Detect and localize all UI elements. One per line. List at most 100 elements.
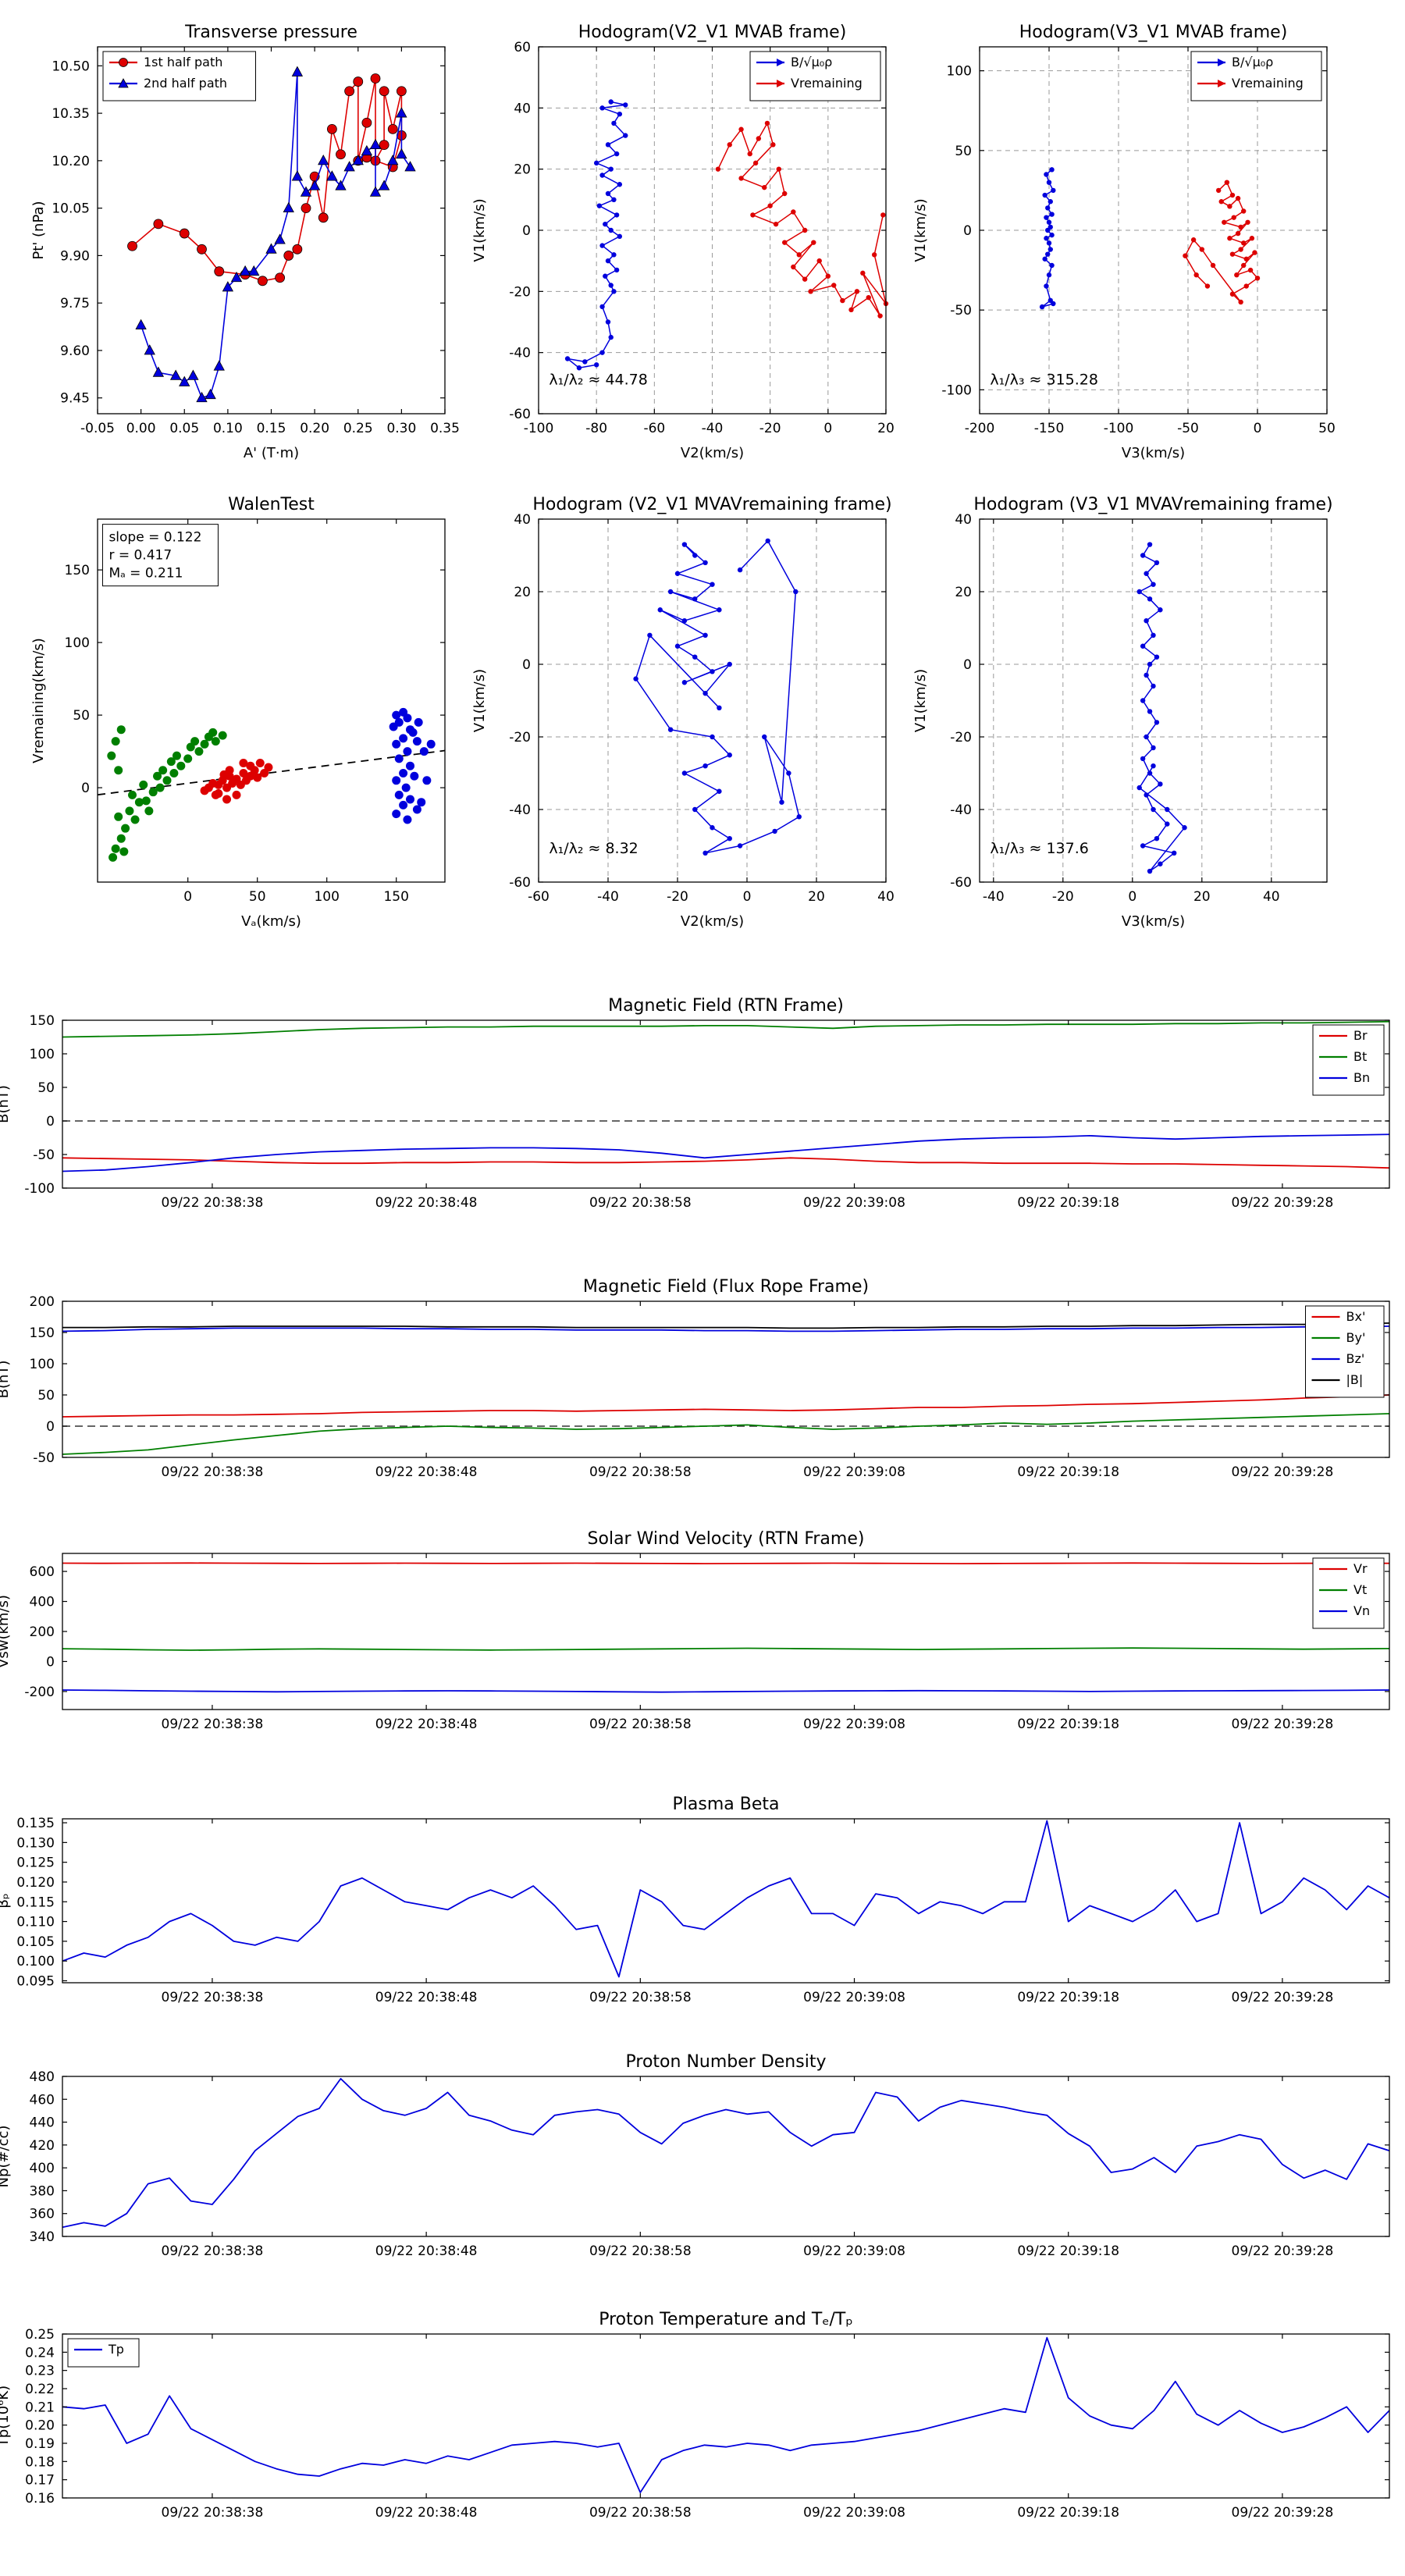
marker xyxy=(657,607,663,613)
y-axis-label: Pt' (nPa) xyxy=(30,201,47,259)
marker xyxy=(370,73,381,84)
marker xyxy=(134,798,144,807)
y-axis-label: V1(km/s) xyxy=(471,198,488,262)
y-tick-label: 0.24 xyxy=(25,2345,55,2361)
y-tick-label: -60 xyxy=(509,875,531,891)
x-tick-label: 09/22 20:39:28 xyxy=(1232,1195,1334,1211)
y-tick-label: 0.23 xyxy=(25,2364,55,2379)
marker xyxy=(308,180,321,190)
chart-title: WalenTest xyxy=(228,495,315,514)
marker xyxy=(108,852,118,862)
marker xyxy=(335,180,347,190)
series-points-second-half xyxy=(389,707,436,824)
marker xyxy=(222,795,232,804)
x-tick-label: 09/22 20:39:18 xyxy=(1017,2243,1119,2259)
marker xyxy=(119,847,129,856)
legend-label: Bx' xyxy=(1346,1309,1366,1324)
series-line xyxy=(62,1157,1390,1169)
marker xyxy=(1245,219,1250,225)
marker xyxy=(614,151,620,157)
legend: B/√μ₀ρ Vremaining xyxy=(749,51,881,101)
y-tick-label: 0.19 xyxy=(25,2436,55,2452)
series-bn xyxy=(62,1133,1390,1172)
x-axis-label: V2(km/s) xyxy=(681,913,744,930)
marker xyxy=(253,773,262,782)
marker xyxy=(1039,304,1045,310)
marker xyxy=(623,102,628,108)
annotation-text: slope = 0.122 xyxy=(108,530,201,546)
marker xyxy=(1049,262,1055,269)
marker xyxy=(326,123,337,134)
marker xyxy=(599,105,605,111)
marker xyxy=(1044,283,1049,289)
x-tick-label: -100 xyxy=(524,421,554,436)
plot-frame xyxy=(97,46,446,415)
marker xyxy=(772,828,777,834)
x-tick-label: 09/22 20:39:08 xyxy=(803,2243,905,2259)
legend-box xyxy=(67,2338,140,2368)
marker xyxy=(796,252,802,258)
x-tick-label: 09/22 20:38:58 xyxy=(589,1464,692,1480)
marker xyxy=(710,582,715,587)
marker xyxy=(611,252,617,258)
marker xyxy=(1235,195,1241,201)
marker xyxy=(1044,236,1049,241)
legend-label: Vremaining xyxy=(1232,76,1304,91)
marker xyxy=(605,258,611,264)
marker xyxy=(392,809,401,819)
marker xyxy=(1222,219,1227,225)
marker xyxy=(1193,272,1199,278)
legend: 1st half path 2nd half path xyxy=(102,51,256,101)
x-tick-label: 50 xyxy=(1318,421,1336,436)
marker xyxy=(802,227,808,233)
marker xyxy=(404,161,416,172)
annotation-text: λ₁/λ₂ ≈ 8.32 xyxy=(549,840,638,857)
marker xyxy=(737,567,743,573)
marker xyxy=(1183,253,1188,258)
marker xyxy=(727,753,732,758)
marker xyxy=(301,203,311,214)
y-axis-label: V1(km/s) xyxy=(471,669,488,732)
marker xyxy=(880,212,886,218)
marker xyxy=(727,142,732,148)
marker xyxy=(1144,618,1149,624)
series-tp xyxy=(62,2336,1390,2493)
marker xyxy=(139,780,148,789)
series-line xyxy=(62,1820,1390,1978)
marker xyxy=(1051,187,1056,194)
marker xyxy=(762,734,767,740)
y-tick-label: 0 xyxy=(46,1114,55,1130)
y-tick-label: -20 xyxy=(509,730,531,745)
marker xyxy=(1154,560,1160,565)
marker xyxy=(153,771,162,781)
series-v-remaining xyxy=(1183,180,1261,305)
y-axis-label: Np(#/cc) xyxy=(0,2126,12,2188)
marker xyxy=(717,788,722,794)
marker xyxy=(1247,267,1254,273)
marker xyxy=(808,289,813,294)
y-tick-label: 50 xyxy=(73,708,90,724)
y-tick-label: 9.75 xyxy=(60,296,90,311)
marker xyxy=(564,356,571,361)
marker xyxy=(148,788,158,797)
chart-mag-rtn: 09/22 20:38:38 09/22 20:38:48 09/22 20:38:… xyxy=(0,996,1390,1211)
x-tick-label: 09/22 20:39:28 xyxy=(1232,2243,1334,2259)
y-tick-label: 0 xyxy=(522,223,531,239)
marker xyxy=(265,243,277,254)
series-line xyxy=(62,2336,1390,2493)
marker xyxy=(1229,192,1236,198)
x-tick-label: -0.05 xyxy=(80,421,115,436)
marker xyxy=(727,661,732,667)
chart-title: Magnetic Field (RTN Frame) xyxy=(608,996,844,1016)
plot-frame xyxy=(62,1300,1390,1458)
y-tick-label: 40 xyxy=(955,512,972,528)
marker xyxy=(1204,283,1211,289)
marker xyxy=(715,166,721,172)
marker xyxy=(1048,247,1053,252)
marker xyxy=(811,240,816,245)
marker xyxy=(1140,843,1146,849)
marker xyxy=(144,344,155,355)
legend-label: By' xyxy=(1346,1330,1366,1345)
marker xyxy=(608,227,614,233)
marker xyxy=(605,142,611,148)
